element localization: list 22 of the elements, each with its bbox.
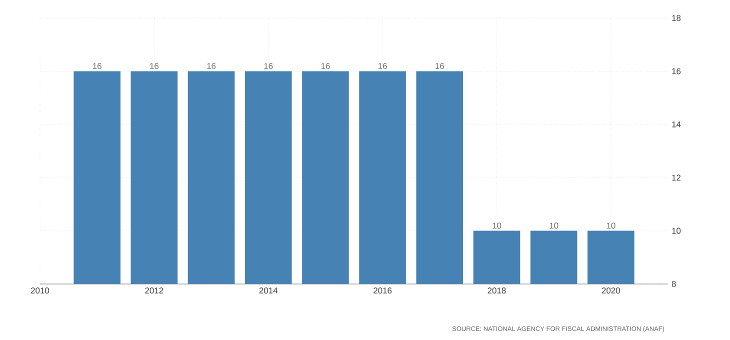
data-label: 16 xyxy=(93,63,102,69)
y-tick-label: 16 xyxy=(672,68,681,74)
x-tick-label: 2016 xyxy=(374,288,392,294)
x-tick-label: 2012 xyxy=(145,288,164,294)
data-label: 10 xyxy=(550,222,558,229)
data-label: 16 xyxy=(207,63,216,69)
data-label: 16 xyxy=(378,63,387,69)
x-tick-label: 2010 xyxy=(31,288,50,294)
data-label: 16 xyxy=(264,63,273,69)
data-label: 16 xyxy=(321,63,330,69)
x-tick-label: 2014 xyxy=(259,288,278,294)
x-tick-label: 2018 xyxy=(488,288,506,294)
data-label: 10 xyxy=(606,222,616,229)
y-tick-label: 8 xyxy=(672,281,676,287)
y-tick-label: 12 xyxy=(672,174,681,181)
x-tick-label: 2020 xyxy=(602,288,620,294)
y-tick-label: 14 xyxy=(672,121,681,128)
y-tick-label: 18 xyxy=(672,15,681,21)
y-tick-label: 10 xyxy=(672,228,681,234)
data-label: 10 xyxy=(492,222,502,229)
data-label: 16 xyxy=(150,63,159,69)
data-label: 16 xyxy=(436,63,444,69)
